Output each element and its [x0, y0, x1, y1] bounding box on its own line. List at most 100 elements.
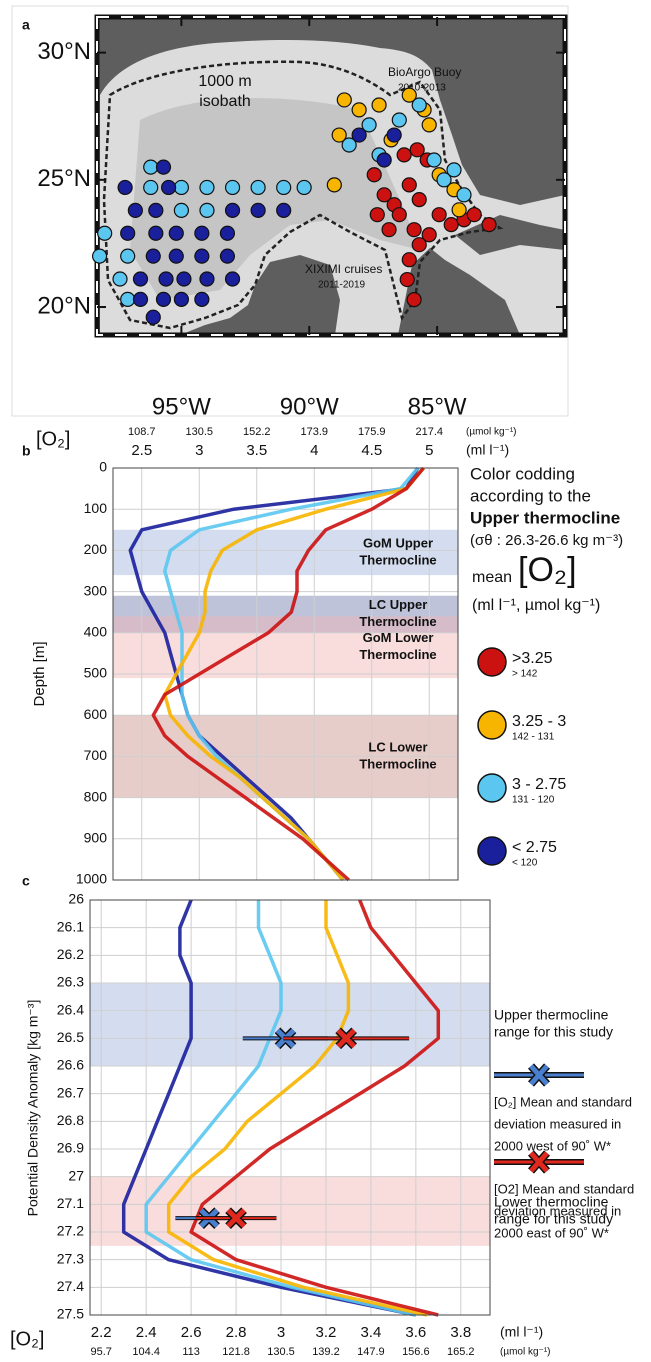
station — [97, 225, 113, 241]
y-tick-label: 25°N — [37, 165, 91, 192]
band-label: Thermocline — [359, 647, 436, 662]
x-tick-label: 2.2 — [91, 1324, 112, 1341]
x-tick-label: 2.6 — [181, 1324, 202, 1341]
x2-tick-label: 152.2 — [243, 426, 271, 438]
station — [336, 92, 352, 108]
x2-tick-label: 130.5 — [267, 1346, 295, 1358]
station — [406, 222, 422, 238]
x-tick-label: 3.5 — [246, 442, 267, 459]
x2-tick-label: 130.5 — [185, 426, 213, 438]
x-tick-label: 3.4 — [360, 1324, 381, 1341]
station — [219, 248, 236, 264]
station — [143, 159, 159, 175]
station — [224, 179, 241, 196]
plot-frame — [89, 899, 491, 1316]
station — [168, 248, 184, 264]
thermocline-band — [113, 595, 458, 633]
y-tick-label: 27.1 — [57, 1195, 84, 1211]
station — [250, 202, 266, 218]
legend-title: Color codding — [470, 464, 575, 483]
annotation: 2010-2013 — [398, 83, 446, 94]
y-tick-label: 26.2 — [57, 946, 84, 962]
x2-tick-label: 156.6 — [402, 1346, 430, 1358]
station — [158, 271, 174, 287]
y-tick-label: 0 — [99, 459, 107, 475]
y-tick-label: 26.5 — [57, 1029, 84, 1045]
station — [173, 291, 189, 307]
station — [386, 127, 402, 143]
station — [199, 179, 215, 196]
station — [331, 127, 347, 143]
station — [421, 117, 437, 133]
x2-tick-label: 173.9 — [300, 426, 328, 438]
station — [173, 202, 189, 218]
station — [446, 162, 462, 178]
station — [112, 271, 128, 287]
band-label: Thermocline — [359, 756, 436, 771]
legend-heading: mean — [472, 569, 512, 586]
legend-label: >3.25 — [512, 650, 553, 667]
summary-legend-text: [O₂] Mean and standard — [494, 1094, 632, 1109]
station — [396, 147, 412, 163]
legend-label: < 2.75 — [512, 839, 557, 856]
y-tick-label: 26.7 — [57, 1084, 84, 1100]
thermocline-band — [90, 1176, 490, 1246]
mean-x — [336, 1028, 356, 1049]
band-label: LC Upper — [369, 597, 428, 612]
station — [341, 137, 357, 153]
station — [117, 179, 133, 196]
x2-units: (µmol kg⁻¹) — [466, 427, 516, 438]
annotation: 1000 m — [198, 73, 251, 90]
y-tick-label: 300 — [84, 582, 108, 598]
x-tick-label: 2.8 — [226, 1324, 247, 1341]
station — [436, 172, 452, 188]
y-tick-label: 26.6 — [57, 1057, 84, 1073]
y-tick-label: 27.2 — [57, 1223, 84, 1239]
band-label: Thermocline — [359, 552, 436, 567]
band-label: range for this study — [494, 1210, 613, 1226]
y-label: Depth [m] — [31, 641, 48, 706]
y-label: Potential Density Anomaly [kg m⁻³] — [25, 1000, 41, 1217]
profile — [166, 900, 428, 1317]
y-tick-label: 500 — [84, 665, 108, 681]
y-tick-label: 26 — [68, 891, 84, 907]
x-tick-label: 3 — [277, 1324, 285, 1341]
legend-title: Upper thermocline — [470, 508, 620, 527]
station — [276, 202, 292, 218]
mean-std-marker — [283, 1027, 410, 1050]
profile — [144, 900, 417, 1317]
legend-title: according to the — [470, 486, 591, 505]
station — [148, 225, 164, 241]
x-tick-label: 3.2 — [316, 1324, 337, 1341]
station — [381, 222, 397, 238]
x-tick-label: 3 — [195, 442, 203, 459]
station — [161, 179, 177, 196]
station — [411, 192, 427, 208]
station — [155, 291, 172, 307]
station — [366, 167, 382, 183]
station — [351, 102, 367, 118]
y-tick-label: 26.1 — [57, 918, 84, 934]
y-tick-label: 900 — [84, 830, 108, 846]
x-units: (ml l⁻¹) — [500, 1324, 543, 1340]
station — [376, 152, 392, 168]
station — [91, 248, 108, 264]
isobath — [102, 60, 504, 330]
station — [127, 202, 143, 218]
station — [371, 97, 387, 113]
station — [351, 127, 367, 143]
x-tick-label: 5 — [425, 442, 433, 459]
station — [224, 271, 241, 287]
legend-swatch — [477, 710, 507, 740]
legend-sublabel: < 120 — [512, 858, 538, 869]
annotation: isobath — [199, 93, 251, 110]
station — [145, 248, 161, 264]
map-frame-dash — [96, 16, 566, 336]
band-label: GoM Upper — [363, 535, 433, 550]
legend-x — [529, 1151, 549, 1173]
annotation: 2011-2019 — [318, 280, 366, 291]
x2-tick-label: 121.8 — [222, 1346, 250, 1358]
station — [194, 225, 210, 241]
station — [145, 309, 161, 325]
